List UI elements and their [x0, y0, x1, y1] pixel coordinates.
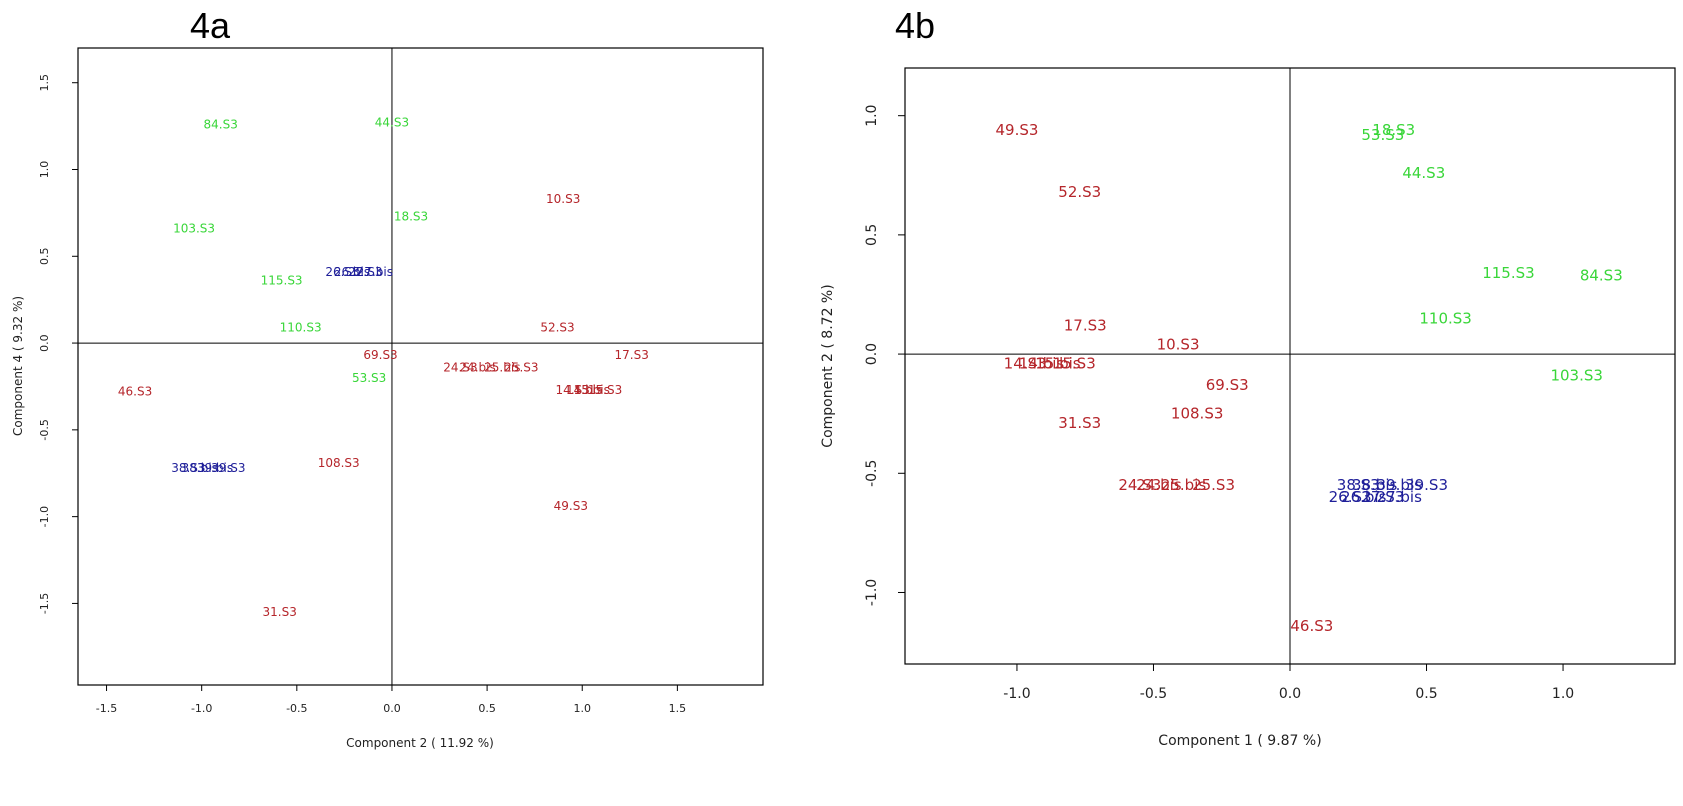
panel-label-4a: 4a: [190, 5, 231, 46]
point-label-10-S3: 10.S3: [546, 192, 580, 206]
point-label-69-S3: 69.S3: [1206, 376, 1249, 394]
x-tick-label: 0.0: [383, 702, 401, 715]
x-tick-label: -1.0: [1003, 686, 1030, 702]
y-tick-label: -1.5: [38, 593, 51, 614]
y-axis-title-4a: Component 4 ( 9.32 %): [11, 296, 25, 436]
point-label-31-S3: 31.S3: [1058, 414, 1101, 432]
y-axis-title-4b: Component 2 ( 8.72 %): [820, 284, 836, 447]
point-label-103-S3: 103.S3: [1550, 367, 1602, 385]
point-label-52-S3: 52.S3: [1058, 183, 1101, 201]
point-label-17-S3: 17.S3: [615, 348, 649, 362]
point-label-115-S3: 115.S3: [261, 274, 303, 288]
point-label-25-S3: 25.S3: [504, 360, 538, 374]
y-tick-label: -1.0: [864, 579, 880, 606]
panel-4b: 4b -1.0 -0.5 0.0 0.5 1.0 -1.0 -0.5 0.0 0.5 1.0 4…: [820, 5, 1675, 749]
point-label-10-S3: 10.S3: [1157, 336, 1200, 354]
points-4b: 49.S3 52.S3 17.S3 10.S3 14.S314.bis15.bis15.…: [995, 121, 1622, 635]
x-tick-label: 1.0: [573, 702, 591, 715]
y-tick-label: 1.5: [38, 74, 51, 92]
y-tick-label: 1.0: [864, 105, 880, 127]
reference-lines-4a: [78, 48, 763, 685]
point-label-84-S3: 84.S3: [1580, 266, 1623, 284]
point-label-110-S3: 110.S3: [1419, 309, 1471, 327]
x-axis-4a: -1.5 -1.0 -0.5 0.0 0.5 1.0 1.5: [96, 685, 686, 715]
point-label-69-S3: 69.S3: [363, 348, 397, 362]
point-label-46-S3: 46.S3: [1290, 617, 1333, 635]
panel-label-4b: 4b: [895, 5, 935, 46]
y-tick-label: -0.5: [38, 419, 51, 440]
y-axis-4b: -1.0 -0.5 0.0 0.5 1.0: [864, 105, 905, 607]
x-tick-label: 0.5: [478, 702, 496, 715]
point-label-49-S3: 49.S3: [554, 499, 588, 513]
x-tick-label: 0.0: [1279, 686, 1301, 702]
point-label-15-S3: 15.S3: [1053, 355, 1096, 373]
point-label-18-S3: 18.S3: [394, 209, 428, 223]
point-label-115-S3: 115.S3: [1482, 264, 1534, 282]
point-label-39-S3: 39.S3: [211, 461, 245, 475]
plot-frame-4a: [78, 48, 763, 685]
y-tick-label: 0.5: [38, 248, 51, 266]
point-label-53-S3: 53.S3: [1361, 126, 1404, 144]
point-label-49-S3: 49.S3: [995, 121, 1038, 139]
y-tick-label: 1.0: [38, 161, 51, 179]
point-label-44-S3: 44.S3: [1402, 164, 1445, 182]
point-label-53-S3: 53.S3: [352, 371, 386, 385]
point-label-27-bis: 27.bis: [1377, 488, 1423, 506]
y-tick-label: 0.0: [38, 334, 51, 352]
y-tick-label: 0.0: [864, 343, 880, 365]
point-label-108-S3: 108.S3: [1171, 405, 1223, 423]
x-axis-4b: -1.0 -0.5 0.0 0.5 1.0: [1003, 664, 1574, 702]
point-label-52-S3: 52.S3: [540, 320, 574, 334]
point-label-110-S3: 110.S3: [280, 320, 322, 334]
point-label-15-S3: 15.S3: [588, 383, 622, 397]
y-tick-label: 0.5: [864, 224, 880, 246]
point-label-44-S3: 44.S3: [375, 116, 409, 130]
point-label-108-S3: 108.S3: [318, 456, 360, 470]
x-axis-title-4a: Component 2 ( 11.92 %): [346, 736, 494, 750]
x-tick-label: -0.5: [1140, 686, 1167, 702]
y-tick-label: -1.0: [38, 506, 51, 527]
y-tick-label: -0.5: [864, 460, 880, 487]
x-tick-label: -1.5: [96, 702, 117, 715]
point-label-25-S3: 25.S3: [1192, 476, 1235, 494]
point-label-84-S3: 84.S3: [204, 117, 238, 131]
point-label-103-S3: 103.S3: [173, 222, 215, 236]
point-label-17-S3: 17.S3: [1064, 316, 1107, 334]
x-tick-label: 1.5: [669, 702, 687, 715]
x-tick-label: 1.0: [1552, 686, 1574, 702]
point-label-46-S3: 46.S3: [118, 385, 152, 399]
x-axis-title-4b: Component 1 ( 9.87 %): [1158, 733, 1321, 749]
x-tick-label: 0.5: [1415, 686, 1437, 702]
panel-4a: 4a -1.5 -1.0 -0.5 0.0 0.5 1.0 1.5 -1.5 -1.0 -0.5…: [11, 5, 763, 750]
point-label-27-bis: 27.bis: [357, 265, 393, 279]
x-tick-label: -1.0: [191, 702, 212, 715]
y-axis-4a: -1.5 -1.0 -0.5 0.0 0.5 1.0 1.5: [38, 74, 78, 614]
points-4a: 84.S3 44.S3 103.S3 18.S3 115.S3 110.S3 53.S3 10…: [118, 116, 649, 619]
point-label-31-S3: 31.S3: [263, 605, 297, 619]
x-tick-label: -0.5: [286, 702, 307, 715]
